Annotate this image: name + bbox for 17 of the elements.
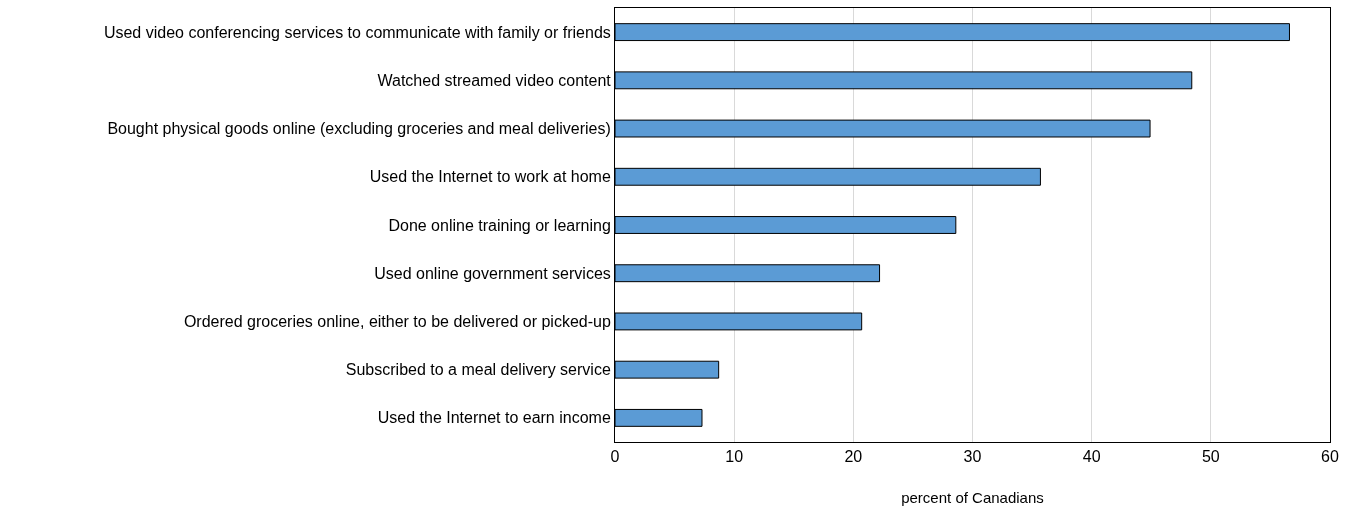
y-tick-label: Bought physical goods online (excluding groceries and meal deliveries) xyxy=(107,120,611,138)
y-tick-label: Watched streamed video content xyxy=(377,71,612,89)
x-tick-label: 60 xyxy=(1321,448,1339,466)
x-axis-title: percent of Canadians xyxy=(901,489,1044,507)
y-tick-label: Subscribed to a meal delivery service xyxy=(345,361,611,379)
y-tick-label: Used video conferencing services to communicate with family or friends xyxy=(103,23,611,41)
x-tick-label: 30 xyxy=(963,448,982,466)
x-tick-label: 0 xyxy=(610,448,620,466)
x-tick-label: 40 xyxy=(1082,448,1101,466)
y-tick-label: Used online government services xyxy=(374,264,611,282)
x-tick-label: 20 xyxy=(844,448,863,466)
x-tick-label: 50 xyxy=(1201,448,1220,466)
y-tick-label: Ordered groceries online, either to be delivered or picked-up xyxy=(183,313,611,331)
y-tick-label: Done online training or learning xyxy=(388,216,611,234)
y-tick-label: Used the Internet to earn income xyxy=(377,409,611,427)
x-tick-label: 10 xyxy=(725,448,744,466)
y-tick-label: Used the Internet to work at home xyxy=(369,168,611,186)
